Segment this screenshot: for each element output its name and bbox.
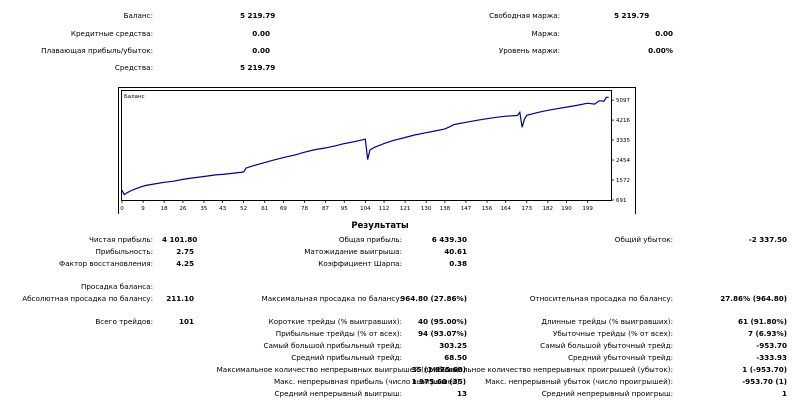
net-profit-label: Чистая прибыль: (88, 235, 153, 244)
credit-value: 0.00 (252, 29, 270, 38)
max-drawdown-label: Максимальная просадка по балансу: (261, 294, 403, 303)
x-tick-label: 9 (141, 206, 145, 212)
free-margin-value: 5 219.79 (614, 11, 650, 20)
largest-loss-value: -953.70 (756, 341, 787, 350)
free-margin-label: Свободная маржа: (489, 11, 560, 20)
max-cons-profit-label: Макс. непрерывная прибыль (число выигрыш… (273, 377, 462, 386)
abs-drawdown-value: 211.10 (166, 294, 194, 303)
avg-cons-losses-value: 1 (781, 389, 787, 398)
x-tick-label: 190 (561, 206, 572, 212)
max-drawdown-value: 964.80 (27.86%) (400, 294, 467, 303)
short-trades-label: Короткие трейды (% выигравших): (268, 317, 402, 326)
x-tick-label: 182 (543, 206, 554, 212)
avg-cons-wins-label: Средний непрерывный выигрыш: (274, 389, 402, 398)
y-tick-label: 1572 (616, 178, 630, 184)
x-tick-label: 35 (200, 206, 207, 212)
gross-profit-label: Общая прибыль: (338, 235, 402, 244)
max-cons-loss-value: -953.70 (1) (742, 377, 787, 386)
avg-cons-losses-label: Средний непрерывный проигрыш: (541, 389, 673, 398)
avg-profit-label: Средний прибыльный трейд: (291, 353, 402, 362)
margin-level-label: Уровень маржи: (498, 46, 560, 55)
x-tick-label: 87 (322, 206, 329, 212)
sharpe-label: Коэффициент Шарпа: (318, 259, 402, 268)
x-tick-label: 78 (301, 206, 308, 212)
abs-drawdown-label: Абсолютная просадка по балансу: (22, 294, 153, 303)
gross-loss-label: Общий убыток: (614, 235, 673, 244)
recovery-factor-label: Фактор восстановления: (59, 259, 153, 268)
x-tick-label: 104 (360, 206, 371, 212)
x-tick-label: 26 (179, 206, 186, 212)
equity-label: Средства: (114, 63, 153, 72)
long-trades-label: Длинные трейды (% выигравших): (541, 317, 673, 326)
max-cons-loss-label: Макс. непрерывный убыток (число проигрыш… (485, 377, 673, 386)
gross-loss-value: -2 337.50 (748, 235, 787, 244)
x-tick-label: 173 (522, 206, 533, 212)
y-tick-label: 5097 (616, 98, 630, 104)
expected-payoff-label: Матожидание выигрыша: (304, 247, 402, 256)
profit-factor-label: Прибыльность: (95, 247, 153, 256)
x-tick-label: 199 (582, 206, 593, 212)
margin-label: Маржа: (531, 29, 560, 38)
floating-label: Плавающая прибыль/убыток: (41, 46, 153, 55)
balance-chart: Баланс 0 9 18 26 35 43 52 61 69 78 87 95 104 112 121 13… (118, 87, 636, 214)
chart-title: Баланс (124, 94, 145, 100)
y-tick-label: 691 (616, 198, 627, 204)
x-tick-label: 43 (219, 206, 226, 212)
profit-trades-value: 94 (93.07%) (417, 329, 467, 338)
drawdown-header: Просадка баланса: (80, 282, 153, 291)
total-trades-label: Всего трейдов: (95, 317, 153, 326)
avg-loss-label: Средний убыточный трейд: (567, 353, 673, 362)
max-cons-wins-value: 35 (1 975.60) (411, 365, 466, 374)
long-trades-value: 61 (91.80%) (737, 317, 787, 326)
largest-profit-label: Самый большой прибыльный трейд: (263, 341, 403, 350)
x-tick-label: 156 (482, 206, 493, 212)
avg-profit-value: 68.50 (444, 353, 467, 362)
net-profit-value: 4 101.80 (162, 235, 198, 244)
x-tick-label: 164 (500, 206, 511, 212)
profit-trades-label: Прибыльные трейды (% от всех): (275, 329, 402, 338)
expected-payoff-value: 40.61 (444, 247, 467, 256)
credit-label: Кредитные средства: (70, 29, 153, 38)
x-tick-label: 0 (120, 206, 124, 212)
y-tick-label: 3335 (616, 138, 630, 144)
max-cons-profit-value: 1 975.60 (35) (411, 377, 466, 386)
x-tick-label: 121 (400, 206, 411, 212)
balance-value: 5 219.79 (240, 11, 276, 20)
rel-drawdown-value: 27.86% (964.80) (720, 294, 787, 303)
margin-level-value: 0.00% (648, 46, 673, 55)
x-tick-label: 52 (240, 206, 247, 212)
short-trades-value: 40 (95.00%) (417, 317, 467, 326)
x-tick-label: 61 (261, 206, 268, 212)
floating-value: 0.00 (252, 46, 270, 55)
results-title: Результаты (351, 221, 409, 231)
max-cons-losses-value: 1 (-953.70) (742, 365, 787, 374)
margin-value: 0.00 (655, 29, 673, 38)
balance-line (121, 96, 609, 196)
x-tick-label: 18 (161, 206, 168, 212)
max-cons-losses-label: Максимальное количество непрерывных прои… (429, 365, 673, 374)
largest-profit-value: 303.25 (439, 341, 467, 350)
largest-loss-label: Самый большой убыточный трейд: (540, 341, 673, 350)
avg-loss-value: -333.93 (756, 353, 787, 362)
profit-factor-value: 2.75 (176, 247, 194, 256)
recovery-factor-value: 4.25 (176, 259, 194, 268)
rel-drawdown-label: Относительная просадка по балансу: (529, 294, 673, 303)
x-tick-label: 95 (341, 206, 348, 212)
x-tick-label: 147 (461, 206, 472, 212)
avg-cons-wins-value: 13 (456, 389, 467, 398)
loss-trades-value: 7 (6.93%) (747, 329, 787, 338)
x-tick-label: 130 (421, 206, 432, 212)
y-tick-label: 2454 (616, 158, 630, 164)
x-tick-label: 138 (440, 206, 451, 212)
loss-trades-label: Убыточные трейды (% от всех): (552, 329, 673, 338)
max-cons-wins-label: Максимальное количество непрерывных выиг… (216, 365, 462, 374)
equity-value: 5 219.79 (240, 63, 276, 72)
total-trades-value: 101 (178, 317, 194, 326)
gross-profit-value: 6 439.30 (431, 235, 467, 244)
y-tick-label: 4216 (616, 118, 630, 124)
x-tick-label: 69 (280, 206, 287, 212)
x-tick-label: 112 (379, 206, 390, 212)
balance-label: Баланс: (123, 11, 153, 20)
sharpe-value: 0.38 (449, 259, 467, 268)
